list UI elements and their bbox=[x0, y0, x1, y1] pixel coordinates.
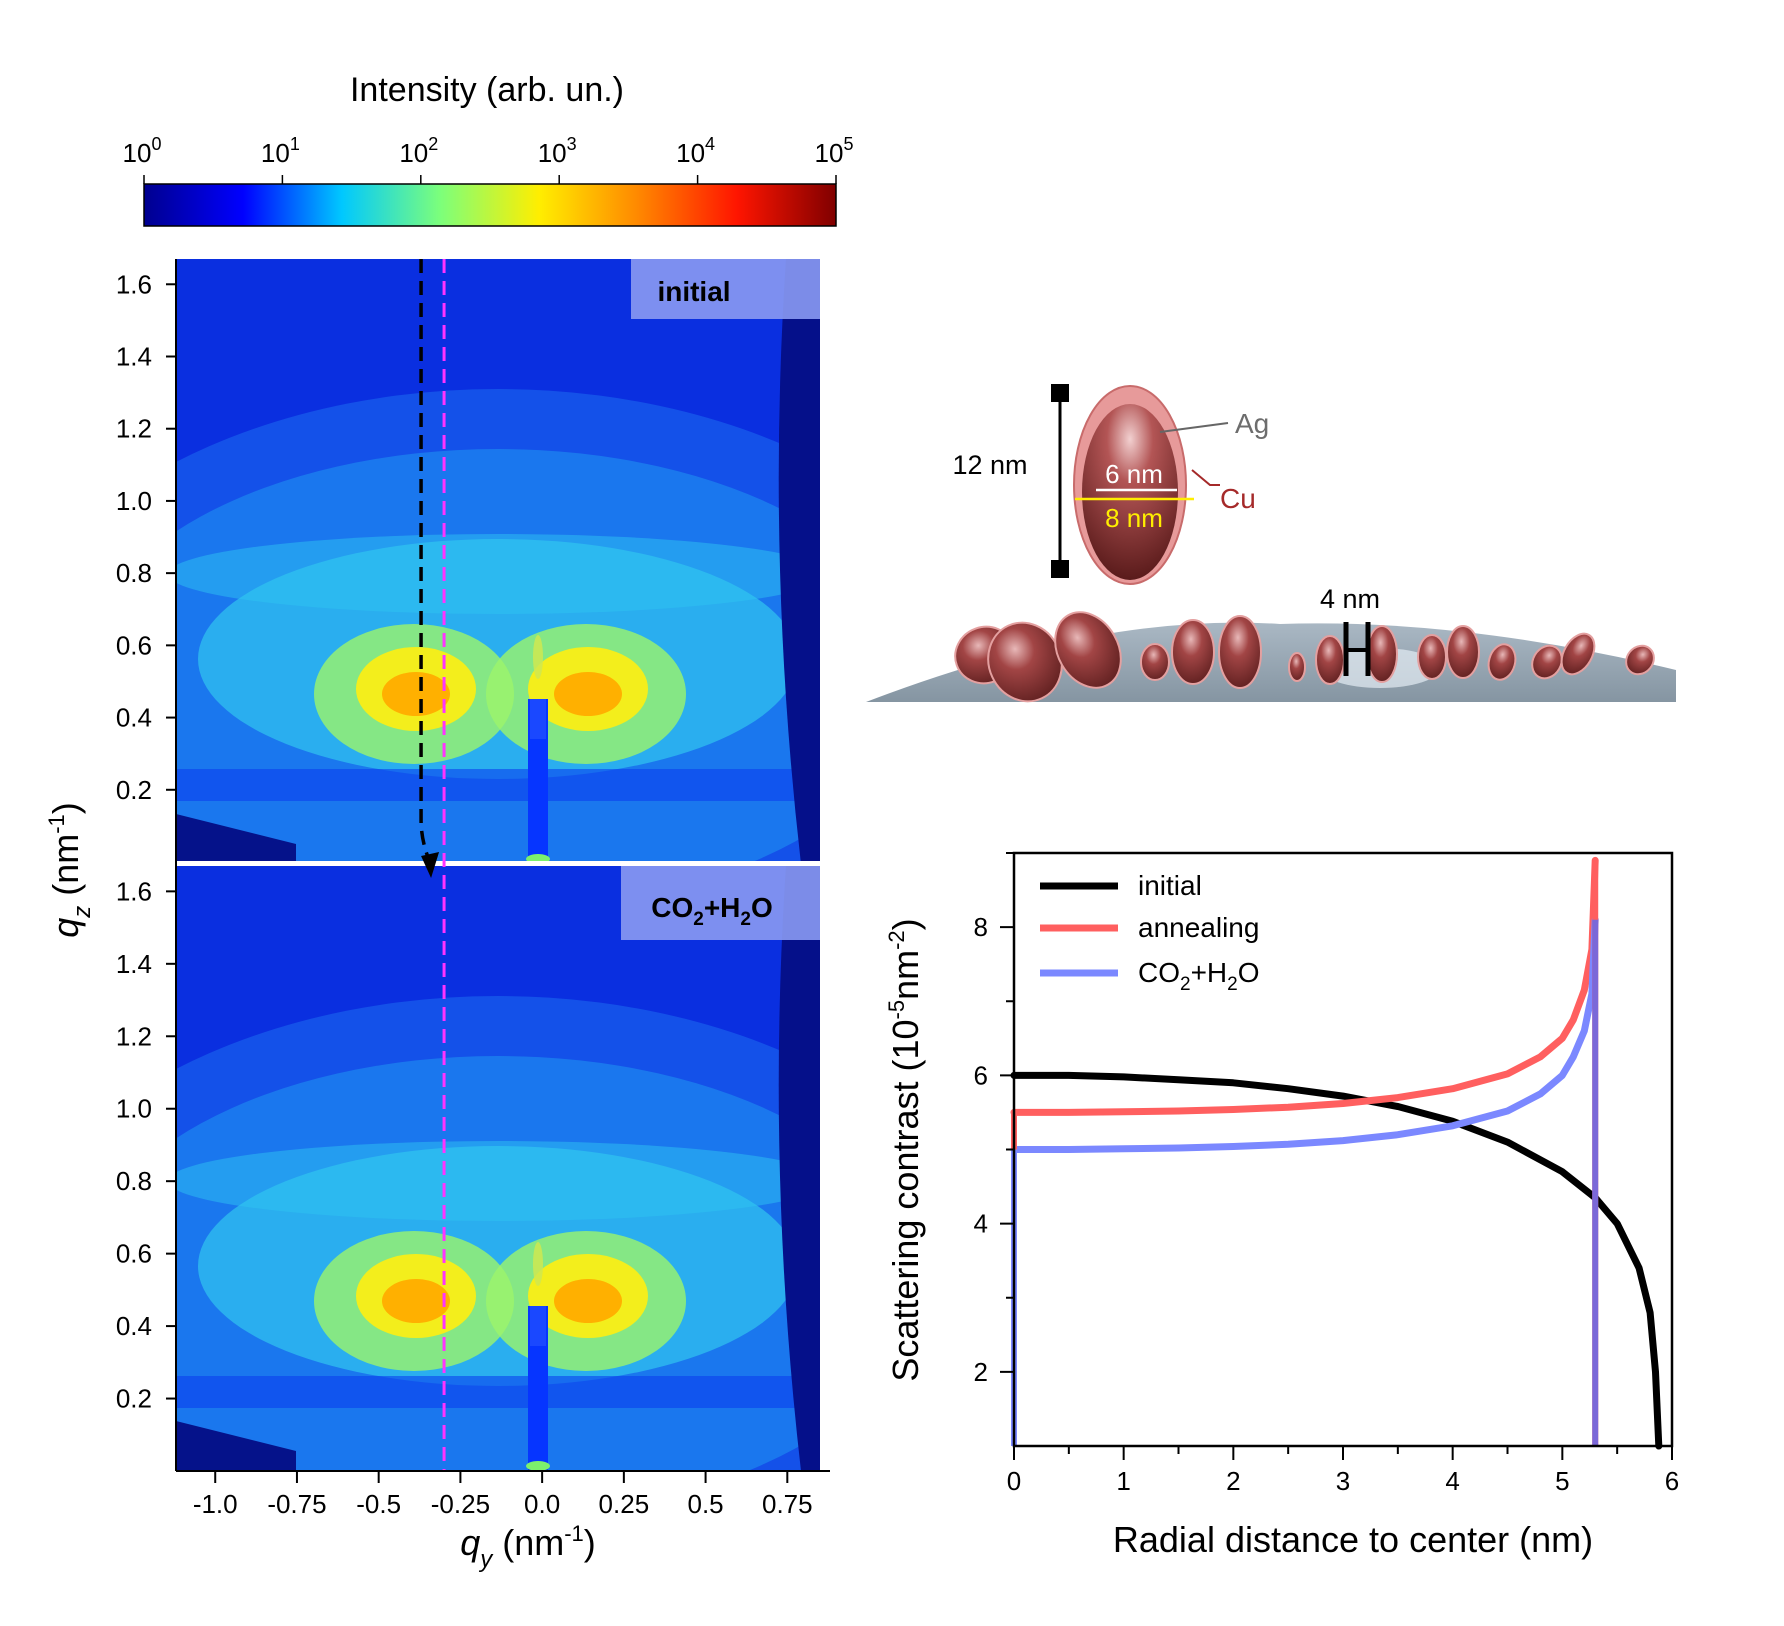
cu-label: Cu bbox=[1220, 483, 1256, 514]
map-y-tick-label: 1.2 bbox=[116, 414, 152, 444]
chart-legend: initial annealing CO2+H2O bbox=[1040, 870, 1260, 995]
arrow-head bbox=[421, 852, 440, 878]
particle-ag-core bbox=[1082, 404, 1178, 580]
chart-x-tick-label: 0 bbox=[1007, 1466, 1021, 1496]
chart-x-tick-label: 6 bbox=[1665, 1466, 1679, 1496]
map-x-tick-label: 0.75 bbox=[762, 1489, 813, 1519]
map-y-tick-label: 0.8 bbox=[116, 1166, 152, 1196]
colorbar-ticks: 100 101 102 103 104 105 bbox=[123, 134, 854, 184]
colorbar-tick-label: 102 bbox=[399, 134, 438, 168]
gisaxs-maps: initial CO2+H2O 1.6 1.4 1.2 1.0 0.8 0.6 0.4 0.2… bbox=[44, 259, 830, 1573]
particle bbox=[1487, 643, 1517, 681]
map-x-label: qy (nm-1) bbox=[460, 1521, 596, 1573]
chart-series bbox=[1010, 856, 1663, 1450]
chart-x-tick-label: 3 bbox=[1336, 1466, 1350, 1496]
map-y-tick-label: 0.6 bbox=[116, 1239, 152, 1269]
series-line-co2-h2o bbox=[1010, 916, 1599, 1153]
map-y-tick-label: 1.0 bbox=[116, 1094, 152, 1124]
map-y-tick-label: 1.0 bbox=[116, 486, 152, 516]
particle bbox=[1140, 643, 1170, 681]
cu-leader-line bbox=[1191, 469, 1220, 486]
colorbar-tick-label: 103 bbox=[538, 134, 577, 168]
particle bbox=[1531, 644, 1563, 680]
map-x-tick-label: 0.25 bbox=[599, 1489, 650, 1519]
gap-label: 4 nm bbox=[1320, 584, 1380, 614]
colorbar-bar bbox=[143, 183, 837, 227]
particle bbox=[1054, 611, 1122, 689]
chart-y-label: Scattering contrast (10-5nm-2) bbox=[884, 918, 926, 1381]
label-co2-h2o: CO2+H2O bbox=[651, 892, 773, 930]
chart-axes: 0 1 2 3 4 5 6 2 4 6 8 bbox=[974, 852, 1679, 1496]
series-line-annealing bbox=[1010, 856, 1599, 1116]
map-y-tick-label: 1.6 bbox=[116, 269, 152, 299]
particle-array bbox=[954, 611, 1655, 703]
cut-lines bbox=[419, 259, 446, 1471]
colorbar-tick-label: 104 bbox=[676, 134, 715, 168]
map-co2-h2o bbox=[176, 866, 820, 1471]
label-box-co2-h2o bbox=[621, 866, 820, 940]
ag-label: Ag bbox=[1235, 408, 1269, 439]
scattering-contrast-chart: 0 1 2 3 4 5 6 2 4 6 8 initial annealing CO2+H2O Radi… bbox=[884, 851, 1679, 1560]
legend-label: annealing bbox=[1138, 912, 1259, 943]
colorbar-title: Intensity (arb. un.) bbox=[350, 71, 624, 109]
map-y-tick-label: 1.4 bbox=[116, 949, 152, 979]
particle bbox=[1218, 615, 1262, 689]
label-initial: initial bbox=[657, 276, 730, 307]
map-y-tick-label: 0.4 bbox=[116, 1311, 152, 1341]
chart-x-tick-label: 5 bbox=[1555, 1466, 1569, 1496]
inner-diameter-label: 6 nm bbox=[1105, 459, 1163, 489]
map-y-tick-label: 0.2 bbox=[116, 1384, 152, 1414]
chart-y-tick-label: 2 bbox=[974, 1357, 988, 1387]
map-y-tick-label: 1.6 bbox=[116, 876, 152, 906]
particle bbox=[1446, 625, 1480, 679]
height-label: 12 nm bbox=[952, 450, 1027, 480]
particle bbox=[1315, 635, 1345, 685]
nanoparticle-schematic: 12 nm 6 nm 8 nm Ag Cu bbox=[866, 384, 1676, 703]
map-y-tick-label: 1.4 bbox=[116, 341, 152, 371]
chart-y-tick-label: 4 bbox=[974, 1209, 988, 1239]
particle bbox=[1288, 652, 1306, 682]
particle bbox=[1560, 632, 1596, 676]
ag-leader-line bbox=[1159, 422, 1229, 433]
particle bbox=[1625, 644, 1655, 676]
particle bbox=[1366, 625, 1398, 683]
map-x-tick-label: -0.5 bbox=[356, 1489, 401, 1519]
map-x-tick-label: -0.75 bbox=[267, 1489, 326, 1519]
label-box-initial bbox=[631, 259, 820, 319]
map-axes: 1.6 1.4 1.2 1.0 0.8 0.6 0.4 0.2 1.6 1.4 1.2 1.0 0.8 0… bbox=[116, 259, 830, 1519]
map-y-tick-label: 0.8 bbox=[116, 558, 152, 588]
scale-bar-bottom-cap bbox=[1051, 560, 1069, 578]
chart-y-tick-label: 8 bbox=[974, 912, 988, 942]
chart-x-label: Radial distance to center (nm) bbox=[1113, 1519, 1593, 1560]
map-x-tick-label: -1.0 bbox=[193, 1489, 238, 1519]
colorbar-tick-label: 105 bbox=[815, 134, 854, 168]
map-x-tick-label: 0.5 bbox=[688, 1489, 724, 1519]
series-line-initial bbox=[1010, 1071, 1663, 1450]
map-x-tick-label: -0.25 bbox=[431, 1489, 490, 1519]
map-y-tick-label: 0.2 bbox=[116, 775, 152, 805]
map-y-tick-label: 0.4 bbox=[116, 703, 152, 733]
map-y-tick-label: 0.6 bbox=[116, 630, 152, 660]
legend-label: initial bbox=[1138, 870, 1202, 901]
map-y-tick-label: 1.2 bbox=[116, 1021, 152, 1051]
outer-diameter-label: 8 nm bbox=[1105, 503, 1163, 533]
colorbar-tick-label: 100 bbox=[123, 134, 162, 168]
particle bbox=[1171, 619, 1215, 685]
chart-x-tick-label: 1 bbox=[1116, 1466, 1130, 1496]
chart-y-tick-label: 6 bbox=[974, 1060, 988, 1090]
gap-marker bbox=[1343, 622, 1371, 676]
particle bbox=[1417, 634, 1447, 680]
scale-bar-top-cap bbox=[1051, 384, 1069, 402]
map-y-label: qz (nm-1) bbox=[44, 802, 96, 938]
colorbar: Intensity (arb. un.) 100 101 102 103 104 105 bbox=[123, 71, 854, 227]
chart-x-tick-label: 2 bbox=[1226, 1466, 1240, 1496]
colorbar-tick-label: 101 bbox=[261, 134, 300, 168]
map-x-tick-label: 0.0 bbox=[524, 1489, 560, 1519]
legend-label: CO2+H2O bbox=[1138, 957, 1260, 995]
chart-x-tick-label: 4 bbox=[1445, 1466, 1459, 1496]
